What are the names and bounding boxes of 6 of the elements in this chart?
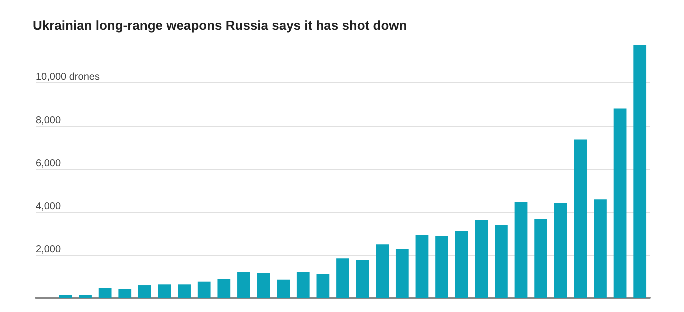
y-tick-label: 8,000: [36, 115, 62, 126]
y-tick-label: 6,000: [36, 158, 62, 170]
y-tick-label: 2,000: [36, 244, 62, 256]
y-tick-label: 4,000: [36, 201, 62, 212]
chart-title: Ukrainian long-range weapons Russia says it has shot down: [33, 18, 408, 33]
y-tick-label: 10,000 drones: [36, 72, 100, 84]
